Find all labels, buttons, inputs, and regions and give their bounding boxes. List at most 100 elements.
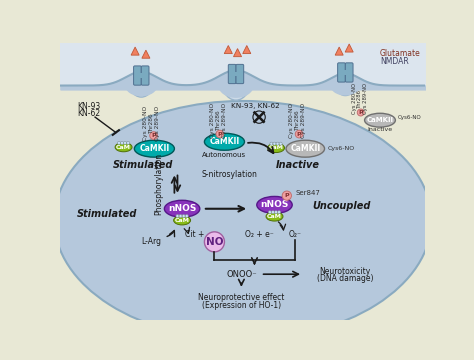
Text: P: P: [151, 133, 156, 138]
Text: CaM: CaM: [269, 145, 283, 150]
Text: Thr286: Thr286: [149, 113, 154, 134]
Text: CaMKII: CaMKII: [210, 137, 239, 146]
Text: NO: NO: [206, 237, 223, 247]
FancyBboxPatch shape: [228, 64, 236, 84]
Circle shape: [150, 132, 157, 139]
Text: Thr286: Thr286: [216, 110, 221, 131]
Circle shape: [185, 215, 188, 217]
Circle shape: [272, 211, 274, 214]
Text: KN-62: KN-62: [77, 109, 100, 118]
Text: NMDAR: NMDAR: [380, 57, 409, 66]
Ellipse shape: [220, 51, 252, 100]
Text: Inactive: Inactive: [275, 160, 319, 170]
Text: O₂⁻: O₂⁻: [289, 230, 302, 239]
Text: Neurotoxicity: Neurotoxicity: [319, 267, 371, 276]
Text: CaM: CaM: [116, 145, 131, 150]
Text: Cys 280-NO: Cys 280-NO: [289, 103, 294, 138]
Text: Cys 280-NO: Cys 280-NO: [210, 103, 215, 138]
Circle shape: [127, 141, 130, 144]
Circle shape: [270, 142, 273, 145]
Text: KN-93: KN-93: [77, 102, 100, 111]
Circle shape: [179, 215, 182, 217]
Text: Neuroprotective effect: Neuroprotective effect: [198, 293, 284, 302]
Text: Inactive: Inactive: [367, 127, 392, 132]
Ellipse shape: [257, 197, 292, 213]
FancyBboxPatch shape: [337, 63, 346, 82]
Text: nNOS: nNOS: [168, 204, 196, 213]
Circle shape: [268, 211, 272, 214]
Ellipse shape: [219, 73, 254, 98]
Text: CaMKII: CaMKII: [139, 144, 170, 153]
Text: O₂ + e⁻: O₂ + e⁻: [245, 230, 273, 239]
Text: Cys 289-NO: Cys 289-NO: [155, 106, 160, 141]
Text: Stimulated: Stimulated: [76, 209, 137, 219]
Text: Cys 289-NO: Cys 289-NO: [363, 83, 368, 114]
Ellipse shape: [134, 140, 174, 157]
Text: Cys6-NO: Cys6-NO: [398, 114, 421, 120]
Ellipse shape: [365, 113, 395, 127]
Ellipse shape: [204, 133, 245, 150]
Circle shape: [276, 142, 279, 145]
Ellipse shape: [173, 216, 191, 225]
Text: Thr286: Thr286: [357, 89, 363, 108]
Text: Phosphorylation: Phosphorylation: [155, 153, 164, 215]
Polygon shape: [234, 49, 242, 57]
Ellipse shape: [125, 75, 157, 96]
FancyBboxPatch shape: [346, 63, 353, 82]
Ellipse shape: [266, 212, 283, 221]
Text: Cit +: Cit +: [185, 230, 205, 239]
Text: CaMKII: CaMKII: [290, 144, 320, 153]
Circle shape: [295, 130, 303, 138]
Text: (DNA damage): (DNA damage): [317, 274, 374, 283]
Ellipse shape: [127, 54, 156, 97]
Text: Glutamate: Glutamate: [380, 49, 421, 58]
Polygon shape: [131, 47, 139, 55]
Text: L-Arg: L-Arg: [141, 237, 161, 246]
Polygon shape: [224, 45, 232, 54]
Circle shape: [216, 130, 224, 138]
Circle shape: [204, 232, 225, 252]
Ellipse shape: [55, 101, 431, 339]
Ellipse shape: [267, 143, 284, 153]
Circle shape: [118, 141, 120, 144]
Text: Uncoupled: Uncoupled: [312, 202, 371, 211]
FancyBboxPatch shape: [141, 66, 149, 85]
Text: CaMKII: CaMKII: [366, 117, 393, 123]
Polygon shape: [243, 45, 251, 54]
FancyBboxPatch shape: [236, 64, 244, 84]
Circle shape: [120, 141, 124, 144]
FancyBboxPatch shape: [137, 73, 146, 78]
FancyBboxPatch shape: [134, 66, 141, 85]
FancyBboxPatch shape: [231, 72, 241, 76]
Text: Cys 280-NO: Cys 280-NO: [143, 106, 147, 141]
Text: Autonomous: Autonomous: [202, 152, 246, 158]
Polygon shape: [142, 50, 150, 58]
FancyBboxPatch shape: [61, 43, 425, 86]
Text: Stimulated: Stimulated: [113, 160, 173, 170]
Circle shape: [124, 141, 127, 144]
Text: CaM: CaM: [174, 218, 190, 223]
Text: Cys6-NO: Cys6-NO: [328, 146, 355, 151]
Text: P: P: [284, 193, 289, 198]
Circle shape: [282, 191, 292, 200]
Text: Thr286: Thr286: [295, 110, 300, 131]
Text: P: P: [297, 131, 301, 136]
Circle shape: [357, 109, 364, 116]
Text: (Expression of HO-1): (Expression of HO-1): [202, 301, 281, 310]
Ellipse shape: [115, 143, 132, 152]
Text: Ser847: Ser847: [295, 190, 320, 195]
Circle shape: [273, 142, 276, 145]
Ellipse shape: [332, 55, 359, 95]
Circle shape: [176, 215, 179, 217]
Ellipse shape: [330, 76, 360, 95]
Ellipse shape: [286, 140, 325, 157]
Polygon shape: [335, 47, 343, 55]
Polygon shape: [345, 44, 353, 52]
Circle shape: [279, 142, 282, 145]
Text: KN-93, KN-62: KN-93, KN-62: [231, 103, 280, 109]
Circle shape: [278, 211, 281, 214]
Text: ONOO⁻: ONOO⁻: [226, 270, 257, 279]
Text: S-nitrosylation: S-nitrosylation: [202, 170, 258, 179]
FancyBboxPatch shape: [341, 70, 350, 75]
Ellipse shape: [164, 200, 200, 217]
